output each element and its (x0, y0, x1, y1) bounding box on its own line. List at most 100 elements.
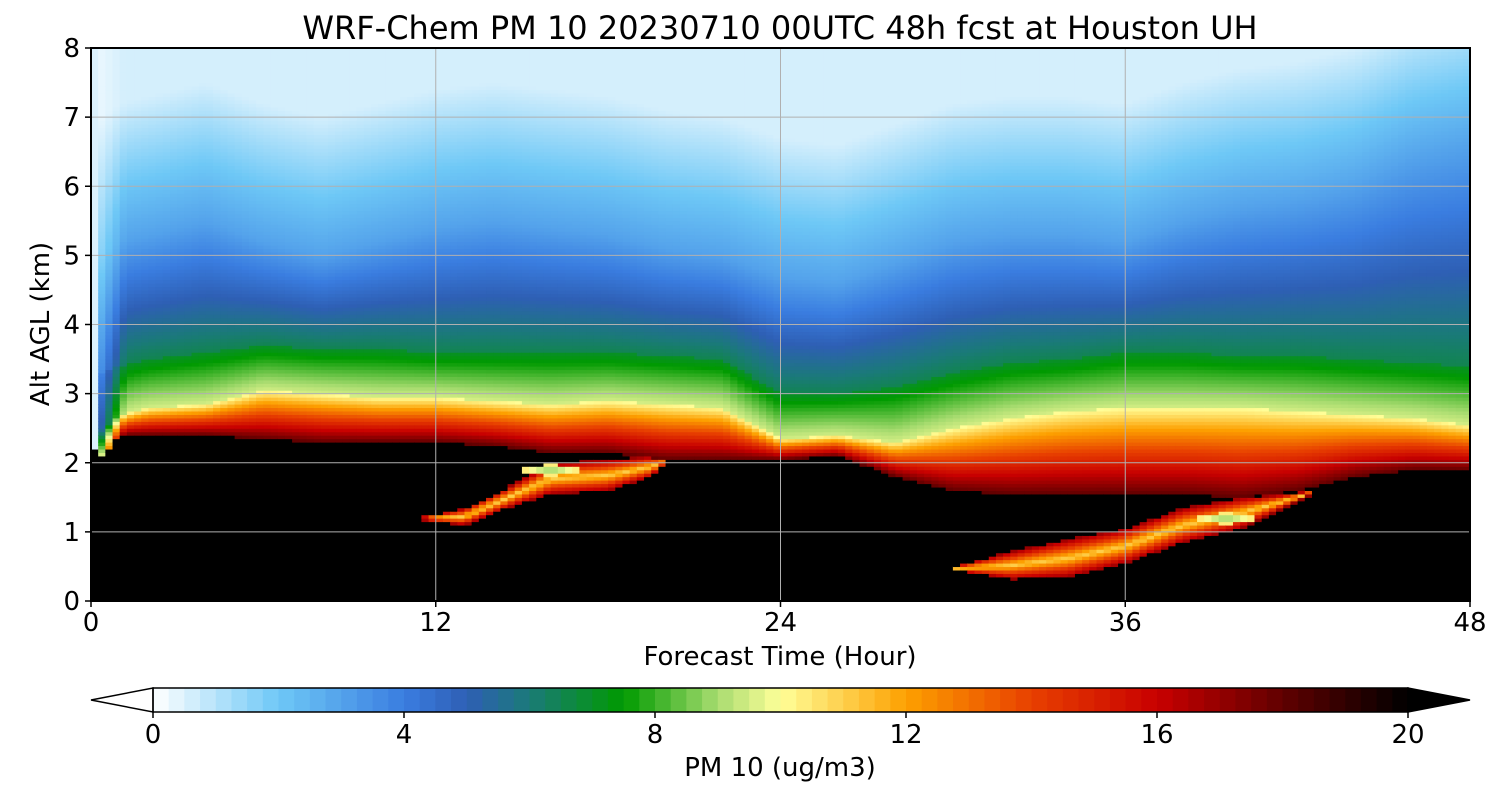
pm10-cell (292, 290, 300, 294)
pm10-cell (242, 380, 250, 384)
pm10-cell (220, 532, 228, 536)
pm10-cell (148, 452, 156, 456)
pm10-cell (271, 532, 279, 536)
pm10-cell (113, 273, 121, 277)
pm10-cell (141, 262, 149, 266)
pm10-cell (206, 335, 214, 339)
pm10-cell (271, 207, 279, 211)
pm10-cell (177, 566, 185, 570)
pm10-cell (242, 373, 250, 377)
pm10-cell (220, 169, 228, 173)
pm10-cell (148, 79, 156, 83)
pm10-cell (278, 401, 286, 405)
pm10-cell (235, 401, 243, 405)
pm10-cell (278, 494, 286, 498)
pm10-cell (292, 235, 300, 239)
pm10-cell (170, 262, 178, 266)
pm10-cell (156, 283, 164, 287)
pm10-cell (285, 172, 293, 176)
pm10-cell (192, 224, 200, 228)
pm10-cell (163, 224, 171, 228)
pm10-cell (263, 207, 271, 211)
pm10-cell (235, 539, 243, 543)
pm10-cell (113, 76, 121, 80)
pm10-cell (242, 394, 250, 398)
pm10-cell (306, 494, 314, 498)
pm10-cell (91, 411, 99, 415)
pm10-cell (199, 452, 207, 456)
pm10-cell (285, 141, 293, 145)
pm10-cell (199, 345, 207, 349)
pm10-cell (98, 200, 106, 204)
pm10-cell (227, 335, 235, 339)
pm10-cell (227, 494, 235, 498)
pm10-cell (98, 131, 106, 135)
pm10-cell (127, 103, 135, 107)
pm10-cell (213, 307, 221, 311)
pm10-cell (156, 134, 164, 138)
pm10-cell (271, 577, 279, 581)
pm10-cell (127, 463, 135, 467)
pm10-cell (220, 483, 228, 487)
pm10-cell (220, 141, 228, 145)
pm10-cell (263, 62, 271, 66)
pm10-cell (120, 480, 128, 484)
pm10-cell (285, 235, 293, 239)
pm10-cell (249, 366, 257, 370)
pm10-cell (263, 290, 271, 294)
pm10-cell (278, 103, 286, 107)
pm10-cell (220, 480, 228, 484)
pm10-cell (141, 214, 149, 218)
pm10-cell (263, 335, 271, 339)
pm10-cell (220, 262, 228, 266)
pm10-cell (113, 297, 121, 301)
pm10-cell (170, 318, 178, 322)
pm10-cell (235, 152, 243, 156)
pm10-cell (98, 532, 106, 536)
pm10-cell (299, 421, 307, 425)
pm10-cell (206, 511, 214, 515)
pm10-cell (292, 86, 300, 90)
pm10-cell (242, 103, 250, 107)
pm10-cell (98, 290, 106, 294)
pm10-cell (220, 235, 228, 239)
pm10-cell (91, 556, 99, 560)
pm10-cell (177, 466, 185, 470)
pm10-cell (105, 556, 113, 560)
pm10-cell (306, 511, 314, 515)
pm10-cell (263, 401, 271, 405)
pm10-cell (134, 190, 142, 194)
pm10-cell (98, 300, 106, 304)
pm10-cell (91, 96, 99, 100)
pm10-cell (242, 594, 250, 598)
pm10-cell (278, 483, 286, 487)
pm10-cell (105, 401, 113, 405)
pm10-cell (120, 228, 128, 232)
pm10-cell (299, 566, 307, 570)
pm10-cell (148, 307, 156, 311)
pm10-cell (292, 245, 300, 249)
pm10-cell (98, 345, 106, 349)
pm10-cell (235, 394, 243, 398)
pm10-cell (206, 214, 214, 218)
pm10-cell (278, 501, 286, 505)
pm10-cell (98, 539, 106, 543)
pm10-cell (163, 452, 171, 456)
pm10-cell (256, 518, 264, 522)
pm10-cell (249, 418, 257, 422)
pm10-cell (299, 463, 307, 467)
pm10-cell (256, 141, 264, 145)
pm10-cell (213, 224, 221, 228)
pm10-cell (249, 103, 257, 107)
pm10-cell (242, 428, 250, 432)
pm10-cell (105, 134, 113, 138)
pm10-cell (120, 380, 128, 384)
pm10-cell (134, 401, 142, 405)
pm10-cell (220, 318, 228, 322)
pm10-cell (199, 235, 207, 239)
pm10-cell (256, 373, 264, 377)
pm10-cell (148, 435, 156, 439)
pm10-cell (91, 117, 99, 121)
pm10-cell (98, 445, 106, 449)
pm10-cell (163, 466, 171, 470)
